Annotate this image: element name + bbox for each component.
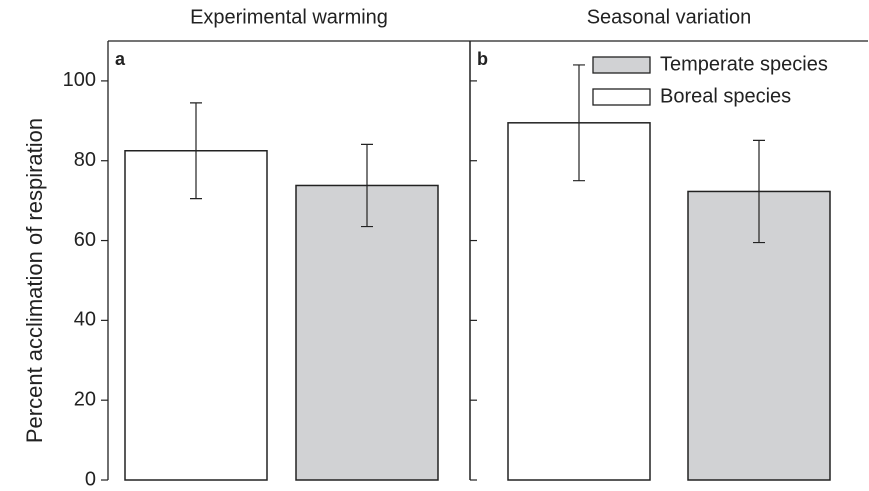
error-bar bbox=[190, 102, 202, 200]
error-bar bbox=[753, 139, 765, 244]
panel-title: Experimental warming bbox=[190, 6, 388, 28]
y-tick-label: 40 bbox=[74, 309, 96, 331]
bar bbox=[507, 122, 651, 481]
legend-label: Boreal species bbox=[660, 85, 791, 107]
y-tick-label: 20 bbox=[74, 388, 96, 410]
legend-swatch bbox=[592, 56, 651, 74]
panel-letter: a bbox=[115, 49, 126, 69]
y-tick-label: 60 bbox=[74, 229, 96, 251]
y-tick-label: 80 bbox=[74, 149, 96, 171]
panel-letter: b bbox=[477, 49, 488, 69]
legend-swatch bbox=[592, 88, 651, 106]
panel-title: Seasonal variation bbox=[587, 6, 752, 28]
error-bar bbox=[573, 64, 585, 182]
bar bbox=[124, 150, 268, 481]
error-bar bbox=[361, 143, 373, 228]
bar bbox=[295, 184, 439, 481]
legend-label: Temperate species bbox=[660, 53, 828, 75]
y-tick-label: 100 bbox=[63, 69, 96, 91]
y-tick-label: 0 bbox=[85, 468, 96, 490]
y-axis-label: Percent acclimation of respiration bbox=[22, 118, 47, 443]
